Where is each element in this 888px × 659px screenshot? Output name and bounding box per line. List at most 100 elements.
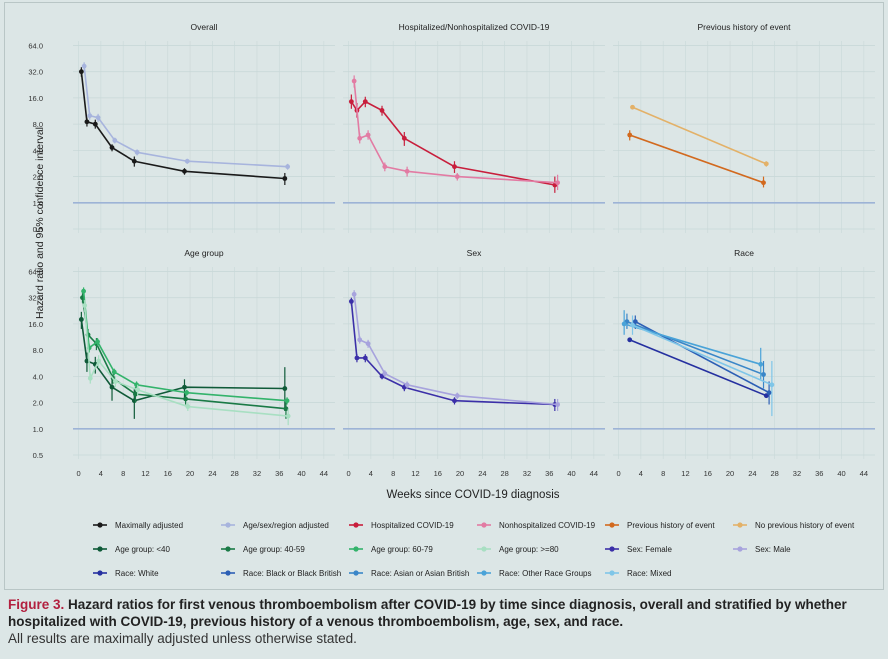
x-tick-label: 40 — [837, 469, 845, 478]
data-point — [379, 107, 385, 113]
facet-title: Age group — [184, 248, 223, 258]
legend-label: Maximally adjusted — [115, 521, 183, 530]
data-point — [284, 398, 290, 404]
series-line — [80, 71, 285, 180]
data-point — [354, 355, 360, 361]
x-tick-label: 0 — [346, 469, 350, 478]
series-hospitalized-covid-19 — [348, 94, 558, 193]
legend-item-age-group-80: Age group: >=80 — [477, 545, 559, 554]
facet-title: Hospitalized/Nonhospitalized COVID-19 — [399, 22, 550, 32]
x-tick-label: 4 — [639, 469, 643, 478]
data-point — [555, 180, 561, 186]
x-tick-label: 44 — [860, 469, 868, 478]
facet-sex: Sex 0 4 8 12 16 20 24 28 32 36 40 44 — [343, 248, 605, 478]
legend-item-previous-history-of-event: Previous history of event — [605, 521, 715, 530]
series-line — [626, 320, 764, 376]
data-point — [95, 339, 100, 345]
y-axis-label: Hazard ratio and 95% confidence interval — [34, 127, 46, 319]
legend-swatch-point — [481, 570, 487, 576]
legend-swatch-point — [353, 522, 359, 528]
data-point — [351, 78, 357, 84]
data-point — [135, 387, 141, 393]
y-tick-label: 0.5 — [33, 451, 43, 460]
x-tick-label: 24 — [208, 469, 216, 478]
y-tick-label: 2.0 — [33, 173, 43, 182]
legend-label: Hospitalized COVID-19 — [371, 521, 454, 530]
data-point — [184, 158, 190, 164]
y-tick-label: 64.0 — [28, 41, 43, 50]
data-point — [365, 132, 371, 138]
legend-label: Race: Black or Black British — [243, 569, 341, 578]
legend-label: Race: Asian or Asian British — [371, 569, 469, 578]
y-tick-label: 1.0 — [33, 199, 43, 208]
x-tick-label: 20 — [186, 469, 194, 478]
legend-swatch-point — [481, 522, 487, 528]
x-tick-label: 20 — [726, 469, 734, 478]
x-tick-label: 4 — [99, 469, 103, 478]
data-point — [766, 390, 772, 396]
data-point — [185, 404, 191, 409]
data-point — [404, 168, 410, 174]
legend-item-sex-female: Sex: Female — [605, 545, 672, 554]
data-point — [81, 63, 87, 69]
facet-title: Sex — [467, 248, 482, 258]
legend-label: Sex: Female — [627, 545, 672, 554]
data-point — [182, 168, 187, 174]
x-tick-label: 40 — [297, 469, 305, 478]
legend-item-nonhospitalized-covid-19: Nonhospitalized COVID-19 — [477, 521, 596, 530]
y-tick-label: 1.0 — [33, 425, 43, 434]
facet-grid: Overall 0.5 1.0 2.0 4.0 8.0 16.0 32.0 64.0 Hospit… — [28, 22, 875, 478]
x-tick-label: 24 — [748, 469, 756, 478]
legend-label: No previous history of event — [755, 521, 855, 530]
data-point — [184, 390, 190, 396]
x-tick-label: 44 — [320, 469, 328, 478]
y-tick-label: 4.0 — [33, 146, 43, 155]
legend-item-race-mixed: Race: Mixed — [605, 569, 671, 578]
data-point — [761, 180, 766, 186]
figure-caption-text: Hazard ratios for first venous thromboem… — [8, 597, 847, 629]
figure-label: Figure 3. — [8, 597, 65, 612]
x-axis-label: Weeks since COVID-19 diagnosis — [387, 489, 560, 501]
facet-title: Race — [734, 248, 754, 258]
x-tick-label: 20 — [456, 469, 464, 478]
x-tick-label: 40 — [567, 469, 575, 478]
data-point — [758, 361, 764, 367]
series-nonhospitalized-covid-19 — [351, 75, 561, 191]
y-tick-label: 16.0 — [28, 94, 43, 103]
legend-item-race-black-or-black-british: Race: Black or Black British — [221, 569, 341, 578]
data-point — [454, 393, 460, 399]
x-tick-label: 24 — [478, 469, 486, 478]
legend-swatch-point — [353, 546, 359, 552]
series-line — [629, 339, 767, 397]
x-tick-label: 8 — [661, 469, 665, 478]
data-point — [131, 158, 137, 164]
data-point — [454, 174, 460, 179]
x-tick-label: 28 — [230, 469, 238, 478]
data-point — [183, 396, 189, 402]
data-point — [621, 321, 627, 327]
series-line — [629, 134, 764, 184]
data-point — [365, 341, 371, 347]
data-point — [627, 337, 633, 343]
data-point — [182, 384, 187, 390]
series-age-group-40 — [78, 311, 288, 419]
y-tick-label: 32.0 — [28, 68, 43, 77]
series-maximally-adjusted — [78, 67, 288, 186]
data-point — [84, 119, 90, 125]
y-tick-label: 8.0 — [33, 346, 43, 355]
x-tick-label: 0 — [76, 469, 80, 478]
data-point — [282, 386, 288, 391]
series-race-white — [627, 337, 769, 399]
data-point — [362, 355, 368, 361]
chart-panel: Overall 0.5 1.0 2.0 4.0 8.0 16.0 32.0 64.0 Hospit… — [4, 2, 884, 590]
data-point — [111, 369, 117, 375]
x-tick-label: 36 — [815, 469, 823, 478]
legend-swatch-point — [609, 570, 615, 576]
data-point — [632, 319, 638, 325]
y-tick-label: 8.0 — [33, 120, 43, 129]
series-race-asian-or-asian-british — [624, 313, 766, 389]
legend-label: Previous history of event — [627, 521, 715, 530]
data-point — [348, 99, 354, 105]
legend-label: Age group: >=80 — [499, 545, 559, 554]
y-tick-label: 16.0 — [28, 320, 43, 329]
